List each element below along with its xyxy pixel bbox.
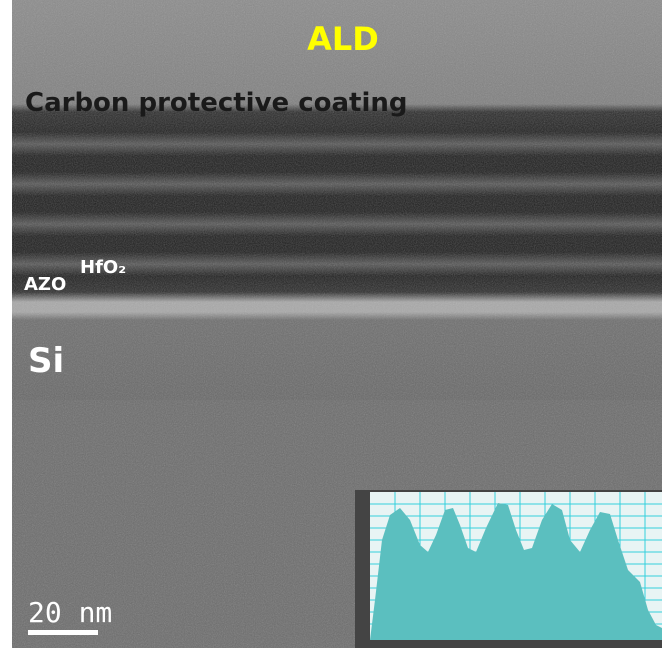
azo-label: AZO xyxy=(24,274,66,295)
tem-image: ALD Carbon protective coating AZO HfO₂ S… xyxy=(0,0,662,648)
scale-bar xyxy=(28,630,98,635)
scale-bar-label: 20 nm xyxy=(28,596,112,629)
title: ALD xyxy=(307,20,379,58)
intensity-profile-inset xyxy=(355,490,662,648)
coating-label: Carbon protective coating xyxy=(25,88,408,118)
hfo2-label: HfO₂ xyxy=(80,257,126,278)
si-label: Si xyxy=(28,341,64,381)
